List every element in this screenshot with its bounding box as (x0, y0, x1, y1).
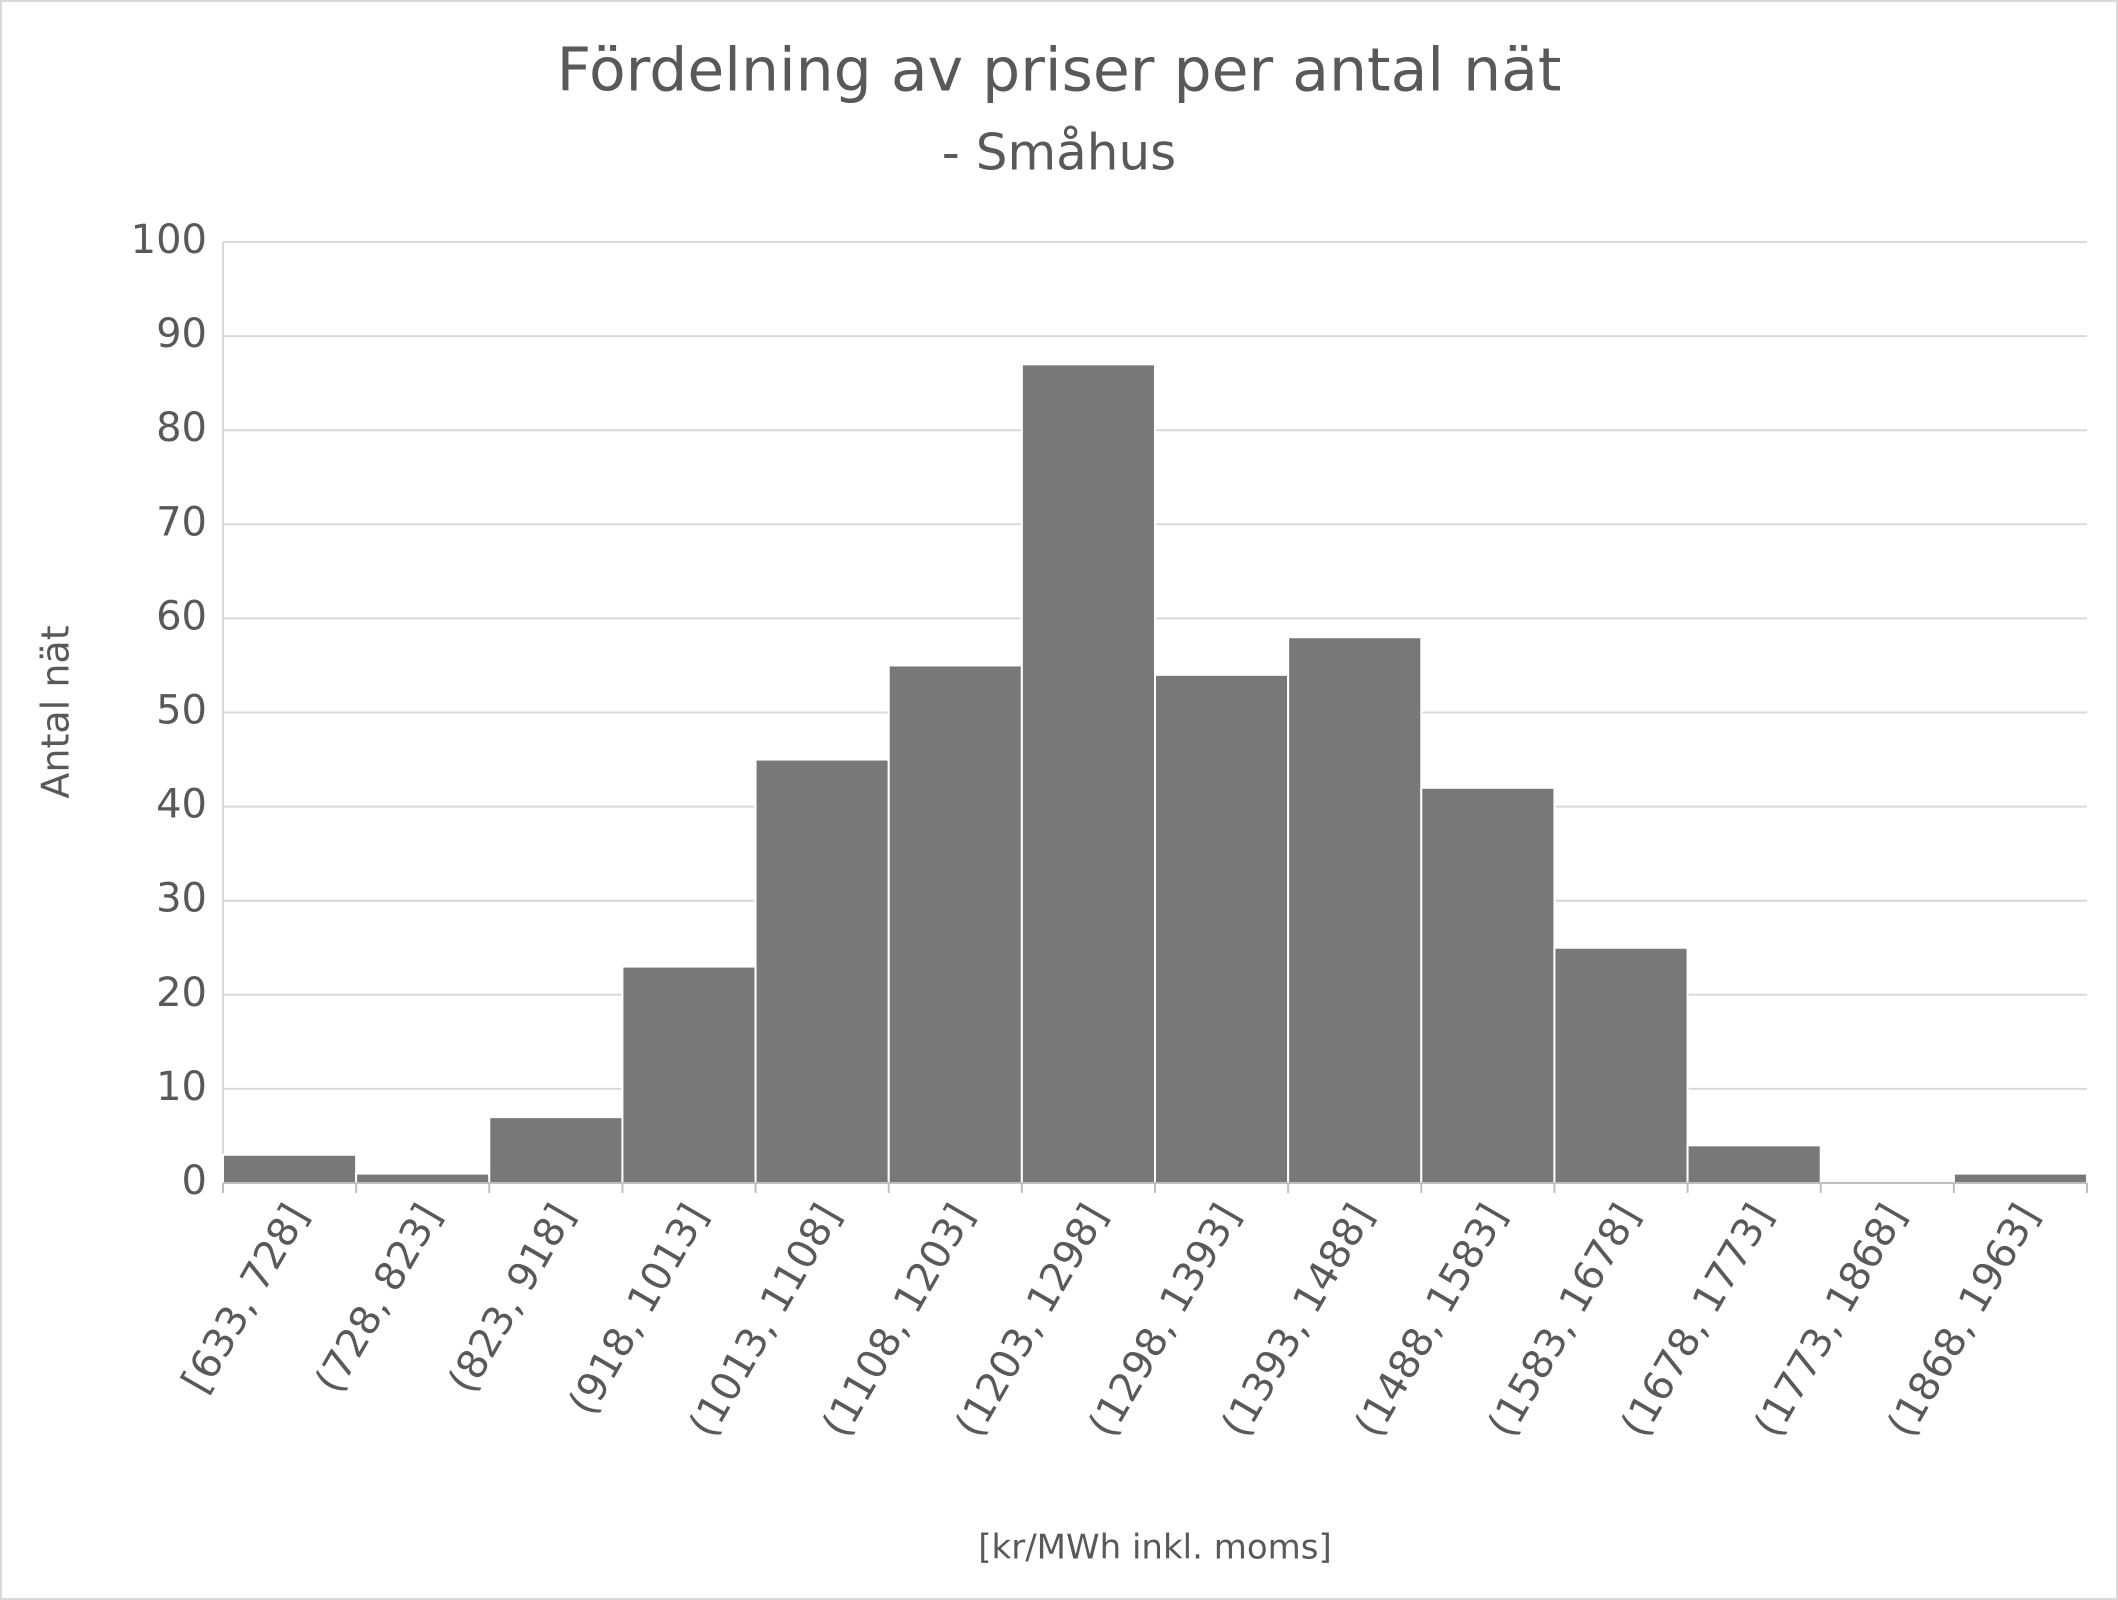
x-axis-title: [kr/MWh inkl. moms] (978, 1528, 1331, 1568)
bar (1686, 1144, 1822, 1184)
bar (1952, 1172, 2089, 1184)
bar (488, 1116, 624, 1185)
bar (754, 758, 890, 1184)
y-tick-label: 10 (156, 1064, 207, 1110)
y-tick-label: 90 (156, 311, 207, 357)
bar (1020, 363, 1156, 1184)
bar (1287, 636, 1423, 1184)
y-tick-label: 80 (156, 405, 207, 451)
chart-title: Fördelning av priser per antal nät (557, 36, 1562, 106)
y-tick-label: 100 (131, 217, 207, 263)
y-tick-label: 60 (156, 593, 207, 639)
bar (1553, 946, 1689, 1184)
y-tick-label: 50 (156, 688, 207, 734)
y-tick-label: 70 (156, 499, 207, 545)
y-tick-label: 20 (156, 970, 207, 1016)
bar (355, 1172, 491, 1184)
y-tick-label: 0 (182, 1158, 207, 1204)
bar (1420, 786, 1556, 1185)
chart-subtitle: - Småhus (942, 124, 1176, 182)
y-tick-label: 30 (156, 876, 207, 922)
bar (887, 664, 1023, 1184)
bar (1154, 673, 1290, 1184)
bar (222, 1153, 358, 1185)
bar (621, 965, 757, 1184)
y-axis-title: Antal nät (34, 625, 78, 798)
y-tick-label: 40 (156, 782, 207, 828)
